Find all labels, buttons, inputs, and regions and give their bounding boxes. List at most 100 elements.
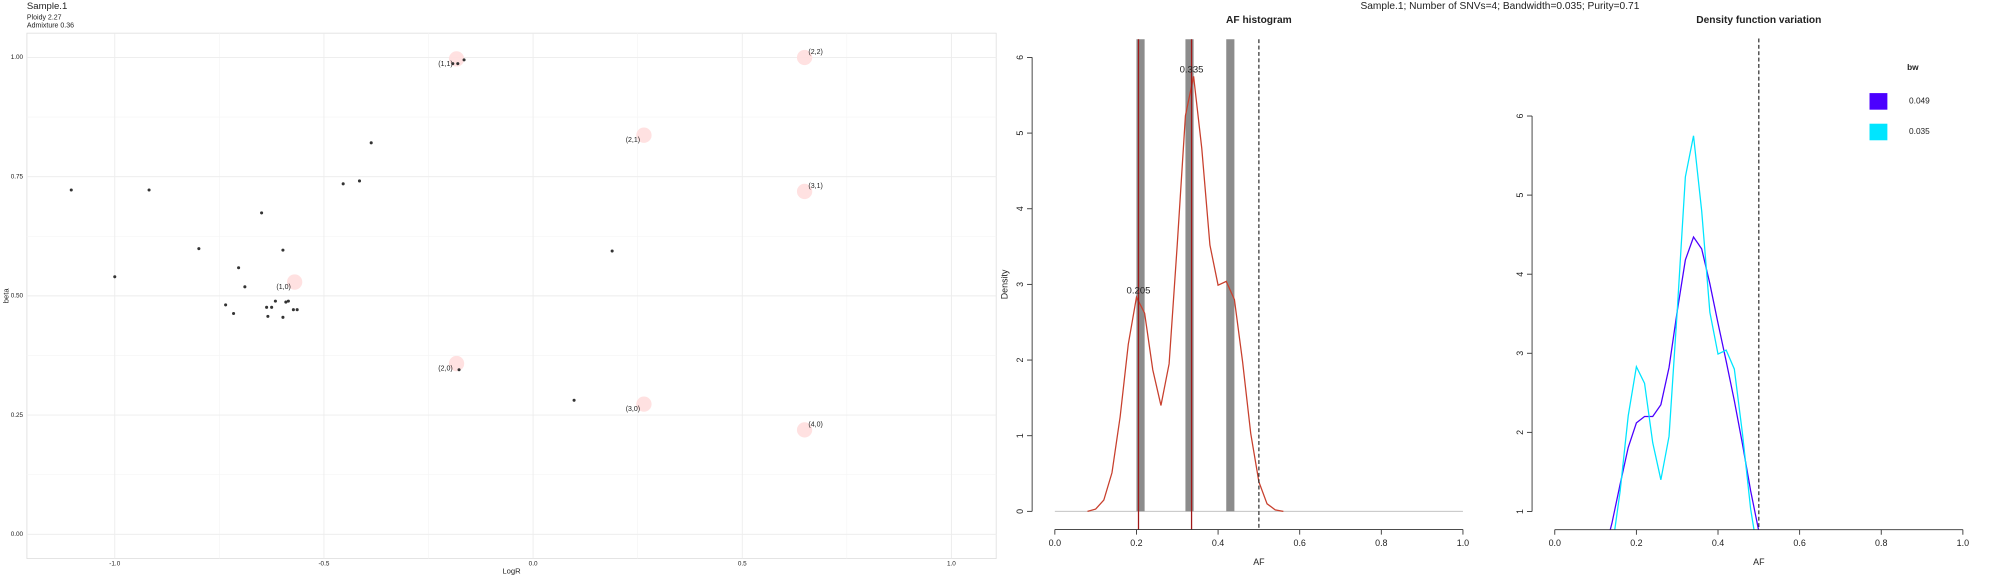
point — [260, 211, 264, 215]
y-tick-label: 6 — [1015, 55, 1025, 60]
state-marker — [286, 274, 303, 290]
x-tick-label: 0.8 — [1375, 538, 1387, 548]
y-tick-label: 1 — [1515, 509, 1525, 514]
point — [237, 266, 241, 270]
y-tick-label: 2 — [1015, 358, 1025, 363]
histogram-bar — [1136, 39, 1145, 512]
figure-title: Sample.1; Number of SNVs=4; Bandwidth=0.… — [1360, 1, 1639, 12]
point — [357, 179, 362, 183]
histogram-bar — [1185, 39, 1194, 512]
point — [281, 248, 285, 252]
x-tick-label: 0.0 — [1049, 538, 1061, 548]
state-label: (2,2) — [808, 49, 822, 56]
x-tick-label: 0.0 — [1549, 538, 1561, 548]
point — [610, 249, 614, 253]
point — [113, 275, 117, 279]
point — [286, 299, 290, 303]
state-label: (2,0) — [438, 366, 452, 373]
y-tick-label: 4 — [1015, 206, 1025, 211]
state-label: (1,1) — [438, 61, 452, 68]
x-tick-label: 1.0 — [1957, 538, 1969, 548]
legend-title: bw — [1907, 63, 1919, 72]
state-label: (2,1) — [626, 137, 640, 144]
point — [457, 368, 461, 372]
chart-title: AF histogram — [1226, 15, 1292, 26]
y-tick-label: 1.00 — [11, 54, 24, 61]
legend-label: 0.035 — [1909, 127, 1930, 136]
point — [197, 247, 201, 251]
point — [224, 303, 228, 307]
point — [232, 311, 236, 316]
point — [295, 308, 299, 312]
peak-label: 0.205 — [1127, 285, 1151, 296]
state-label: (4,0) — [808, 422, 822, 429]
point — [291, 308, 295, 312]
point — [284, 300, 288, 304]
state-label: (3,1) — [808, 183, 822, 190]
y-tick-label: 5 — [1515, 193, 1525, 198]
point — [147, 188, 151, 192]
x-tick-label: 1.0 — [1457, 538, 1469, 548]
peak-label: 0.335 — [1180, 65, 1204, 76]
state-marker — [796, 49, 813, 66]
state-marker — [448, 355, 465, 372]
point — [273, 299, 277, 303]
density-line — [1614, 135, 1755, 530]
y-tick-label: 3 — [1015, 282, 1025, 287]
x-axis-label: AF — [1753, 557, 1765, 567]
x-tick-label: 0.0 — [529, 560, 538, 567]
density-line — [1609, 235, 1760, 530]
y-tick-label: 3 — [1515, 351, 1525, 356]
density-line — [1087, 76, 1284, 512]
point — [281, 315, 285, 319]
point — [341, 182, 345, 186]
y-tick-label: 1 — [1015, 433, 1025, 438]
y-tick-label: 0.25 — [11, 412, 24, 419]
y-tick-label: 2 — [1515, 430, 1525, 435]
y-tick-label: 4 — [1515, 272, 1525, 277]
histogram-bar — [1226, 39, 1235, 512]
point — [69, 188, 73, 192]
x-axis-label: LogR — [502, 566, 521, 575]
x-tick-label: 0.6 — [1294, 538, 1306, 548]
y-tick-label: 5 — [1015, 131, 1025, 136]
point — [451, 62, 455, 66]
legend-swatch — [1869, 123, 1888, 141]
point — [456, 62, 460, 66]
x-tick-label: 0.8 — [1875, 538, 1887, 548]
x-tick-label: 0.2 — [1130, 538, 1142, 548]
x-tick-label: 0.5 — [738, 560, 747, 567]
legend-label: 0.049 — [1909, 97, 1930, 106]
state-label: (1,0) — [276, 284, 290, 291]
point — [266, 314, 270, 318]
x-tick-label: 0.2 — [1630, 538, 1642, 548]
x-tick-label: -1.0 — [109, 560, 120, 567]
chart-subtitle: Ploidy 2.27 — [27, 15, 62, 22]
point — [243, 285, 247, 289]
state-marker — [796, 422, 813, 438]
x-tick-label: 1.0 — [947, 560, 956, 567]
state-marker — [636, 396, 652, 412]
state-marker — [796, 183, 813, 200]
y-tick-label: 0 — [1015, 509, 1025, 514]
state-label: (3,0) — [626, 406, 640, 413]
chart-subtitle: Admixture 0.36 — [27, 22, 74, 29]
chart-title: Density function variation — [1696, 15, 1821, 26]
y-tick-label: 0.50 — [11, 293, 24, 300]
y-axis-label: Density — [1000, 269, 1010, 299]
legend-swatch — [1869, 93, 1888, 110]
x-tick-label: 0.4 — [1212, 538, 1224, 548]
point — [462, 58, 466, 62]
point — [265, 305, 269, 309]
y-tick-label: 0.00 — [11, 531, 24, 538]
state-marker — [636, 127, 652, 143]
x-tick-label: -0.5 — [318, 560, 329, 567]
point — [270, 305, 274, 309]
y-tick-label: 6 — [1515, 114, 1525, 119]
x-tick-label: 0.4 — [1712, 538, 1724, 548]
point — [572, 398, 576, 402]
chart-title: Sample.1 — [27, 1, 67, 12]
point — [369, 141, 373, 145]
y-tick-label: 0.75 — [11, 173, 24, 180]
